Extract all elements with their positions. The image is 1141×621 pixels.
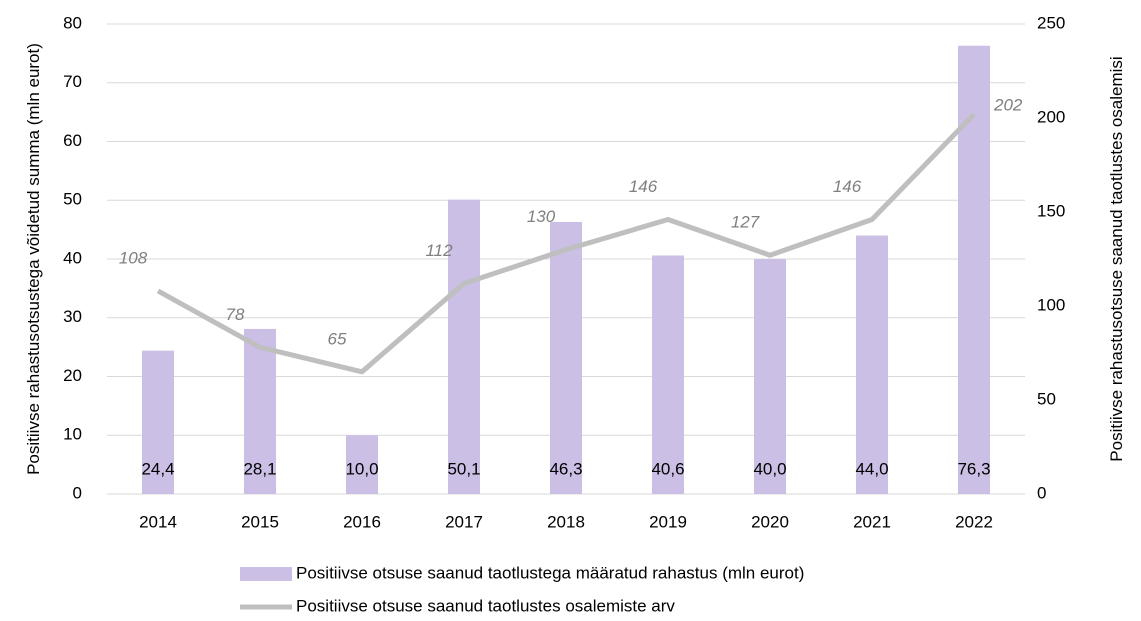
bar (346, 435, 378, 494)
bar (448, 199, 480, 494)
x-tick-label: 2017 (445, 512, 483, 531)
line-value-label: 78 (226, 305, 245, 324)
x-tick-label: 2015 (241, 512, 279, 531)
y-tick-label: 0 (73, 483, 82, 502)
x-tick-label: 2016 (343, 512, 381, 531)
y2-tick-label: 100 (1037, 295, 1065, 314)
y-tick-label: 60 (63, 131, 82, 150)
y-tick-label: 40 (63, 248, 82, 267)
x-tick-label: 2014 (139, 512, 177, 531)
legend-swatch (240, 567, 292, 581)
line-value-label: 202 (993, 96, 1023, 115)
line-value-label: 65 (328, 329, 347, 348)
y-tick-label: 20 (63, 366, 82, 385)
legend-label: Positiivse otsuse saanud taotlustes osal… (296, 596, 675, 615)
line-value-label: 146 (833, 177, 862, 196)
y2-tick-label: 0 (1037, 483, 1046, 502)
y2-tick-label: 250 (1037, 13, 1065, 32)
x-tick-label: 2020 (751, 512, 789, 531)
x-tick-label: 2021 (853, 512, 891, 531)
x-tick-label: 2022 (955, 512, 993, 531)
y-tick-label: 10 (63, 425, 82, 444)
legend-label: Positiivse otsuse saanud taotlustega mää… (296, 563, 804, 582)
line (156, 112, 976, 375)
y-tick-label: 80 (63, 13, 82, 32)
bar (142, 350, 174, 494)
y-tick-label: 70 (63, 72, 82, 91)
bar-value-label: 40,6 (651, 459, 684, 478)
bar-value-label: 28,1 (243, 459, 276, 478)
x-tick-label: 2019 (649, 512, 687, 531)
bar (856, 235, 888, 494)
y-axis-title: Positiivse rahastusotsustega võidetud su… (24, 43, 43, 475)
y2-tick-label: 200 (1037, 107, 1065, 126)
y2-tick-label: 150 (1037, 201, 1065, 220)
bar-value-label: 46,3 (549, 459, 582, 478)
x-tick-label: 2018 (547, 512, 585, 531)
line-value-label: 127 (731, 213, 760, 232)
bar-value-label: 50,1 (447, 459, 480, 478)
y-tick-label: 50 (63, 190, 82, 209)
bar-value-label: 24,4 (141, 459, 174, 478)
y-tick-label: 30 (63, 307, 82, 326)
bar (652, 255, 684, 494)
line-value-label: 146 (629, 177, 658, 196)
bar (958, 45, 990, 495)
line-value-label: 130 (527, 207, 556, 226)
bar (244, 328, 276, 494)
line-value-label: 108 (119, 248, 148, 267)
line-value-label: 112 (425, 241, 453, 260)
bar-value-label: 44,0 (855, 459, 888, 478)
y2-tick-label: 50 (1037, 389, 1056, 408)
bar-value-label: 76,3 (957, 459, 990, 478)
bar-value-label: 10,0 (345, 459, 378, 478)
y2-axis-title: Positiivse rahastusotsuse saanud taotlus… (1107, 56, 1126, 462)
bar-value-label: 40,0 (753, 459, 786, 478)
bar (550, 221, 582, 495)
bar (754, 259, 786, 494)
